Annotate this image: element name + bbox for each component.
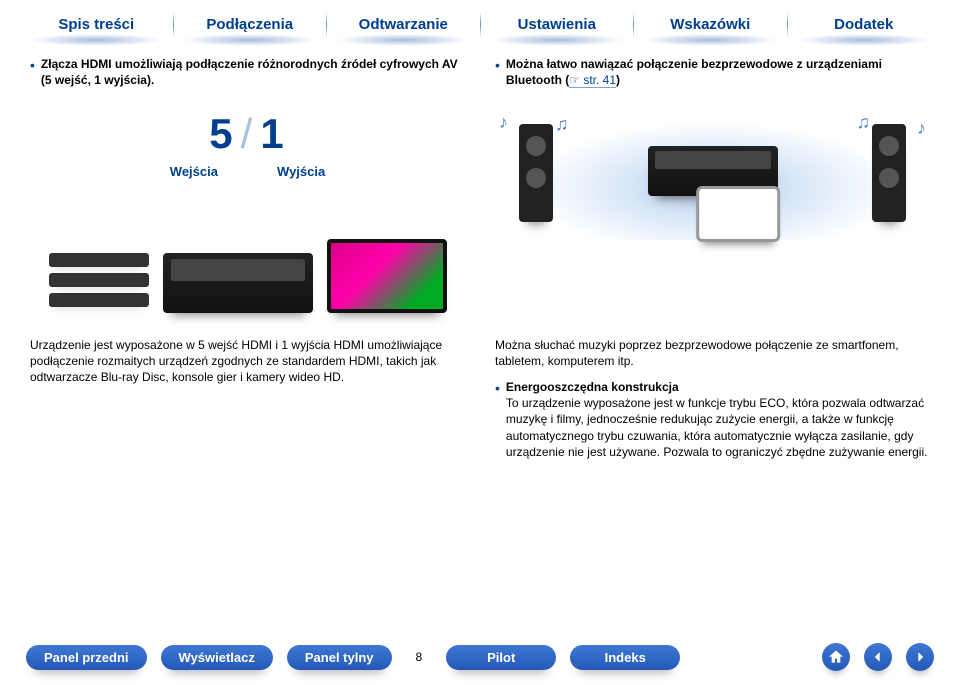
label-inputs: Wejścia [154,163,234,181]
slash: / [241,110,255,157]
home-icon[interactable] [822,643,850,671]
right-para1: Można słuchać muzyki poprzez bezprzewodo… [495,337,930,369]
music-note-icon: ♪ [917,116,926,140]
hdmi-count-graphic: 5/1 Wejścia Wyjścia [30,106,465,180]
right-column: • Można łatwo nawiązać połączenie bezprz… [495,56,930,313]
bullet-dot: • [30,56,35,88]
tab-contents[interactable]: Spis treści [20,10,173,43]
bt-text-b: ) [616,73,620,87]
page-ref-link[interactable]: ☞ str. 41 [569,73,616,88]
main-content: • Złącza HDMI umożliwiają podłączenie ró… [0,48,960,313]
hdmi-in-count: 5 [209,110,234,157]
btn-index[interactable]: Indeks [570,645,680,670]
btn-front-panel[interactable]: Panel przedni [26,645,147,670]
forward-icon[interactable] [906,643,934,671]
bullet-dot: • [495,379,500,460]
left-para: Urządzenie jest wyposażone w 5 wejść HDM… [30,337,465,460]
music-note-icon: ♪ [499,110,508,134]
illustration-hdmi-devices [30,203,465,313]
eco-heading: Energooszczędna konstrukcja [506,380,679,394]
bottom-bar: Panel przedni Wyświetlacz Panel tylny 8 … [0,643,960,671]
back-icon[interactable] [864,643,892,671]
music-note-icon: ♫ [555,112,569,136]
btn-remote[interactable]: Pilot [446,645,556,670]
music-note-icon: ♫ [857,110,871,134]
top-tabs: Spis treści Podłączenia Odtwarzanie Usta… [0,0,960,48]
tab-appendix[interactable]: Dodatek [788,10,941,43]
tab-connections[interactable]: Podłączenia [174,10,327,43]
bullet-dot: • [495,56,500,88]
eco-body: To urządzenie wyposażone jest w funkcje … [506,396,928,459]
illustration-bluetooth: ♪ ♫ ♫ ♪ [495,110,930,240]
left-column: • Złącza HDMI umożliwiają podłączenie ró… [30,56,465,313]
left-bullet-text: Złącza HDMI umożliwiają podłączenie różn… [41,56,465,88]
second-row: Urządzenie jest wyposażone w 5 wejść HDM… [0,313,960,460]
tab-tips[interactable]: Wskazówki [634,10,787,43]
bt-text-a: Można łatwo nawiązać połączenie bezprzew… [506,57,882,87]
hdmi-out-count: 1 [260,110,285,157]
btn-display[interactable]: Wyświetlacz [161,645,273,670]
tab-playback[interactable]: Odtwarzanie [327,10,480,43]
label-outputs: Wyjścia [261,163,341,181]
right-bullet-text: Można łatwo nawiązać połączenie bezprzew… [506,56,930,88]
tab-settings[interactable]: Ustawienia [481,10,634,43]
page-number: 8 [406,650,433,664]
right-paras: Można słuchać muzyki poprzez bezprzewodo… [495,337,930,460]
btn-rear-panel[interactable]: Panel tylny [287,645,392,670]
